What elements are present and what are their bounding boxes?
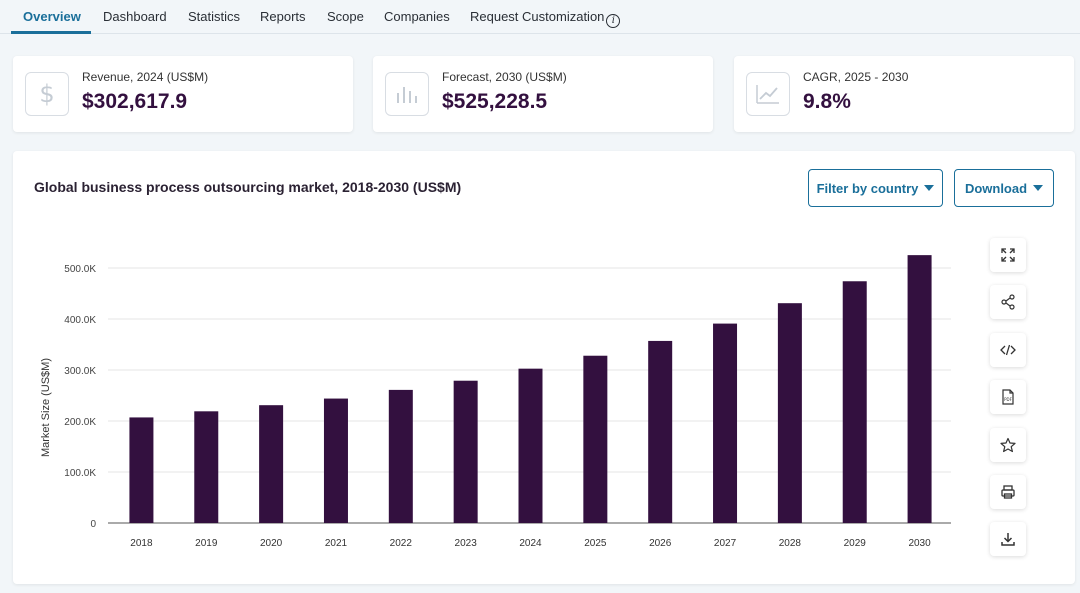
- x-tick-label: 2026: [649, 538, 672, 549]
- y-tick-label: 0: [90, 519, 96, 530]
- info-icon[interactable]: i: [606, 14, 621, 28]
- bar-chart-icon: [385, 72, 429, 116]
- x-tick-label: 2025: [584, 538, 607, 549]
- expand-icon: [1001, 248, 1015, 262]
- cagr-value: 9.8%: [803, 90, 851, 113]
- bar-2025: [583, 355, 608, 523]
- active-tab-indicator: [11, 31, 91, 34]
- pdf-icon: PDF: [1002, 389, 1014, 405]
- tab-statistics[interactable]: Statistics: [188, 9, 241, 24]
- x-tick-label: 2020: [260, 538, 283, 549]
- revenue-value: $302,617.9: [82, 90, 188, 113]
- chevron-down-icon: [1033, 185, 1044, 191]
- tab-overview[interactable]: Overview: [23, 9, 81, 24]
- share-icon: [1001, 294, 1015, 310]
- bar-chart: 0 100.0K 200.0K 300.0K 400.0K 500.0K Market Si…: [40, 255, 951, 549]
- x-tick-label: 2030: [908, 538, 931, 549]
- download-button[interactable]: Download: [954, 169, 1054, 207]
- svg-text:$: $: [39, 80, 54, 108]
- bar-2023: [453, 380, 478, 523]
- forecast-card: Forecast, 2030 (US$M) $525,228.5: [373, 56, 713, 132]
- revenue-card: $ Revenue, 2024 (US$M) $302,617.9: [13, 56, 353, 132]
- print-icon: [1001, 485, 1015, 499]
- x-tick-label: 2028: [779, 538, 802, 549]
- tab-request-customization[interactable]: Request Customization i: [470, 0, 621, 34]
- chart-panel: Global business process outsourcing mark…: [13, 151, 1075, 584]
- bar-2022: [388, 389, 413, 523]
- bar-2021: [323, 398, 348, 523]
- bar-2026: [648, 340, 673, 523]
- y-axis-title: Market Size (US$M): [40, 358, 52, 457]
- chart-title: Global business process outsourcing mark…: [34, 179, 462, 195]
- cagr-card: CAGR, 2025 - 2030 9.8%: [734, 56, 1074, 132]
- chevron-down-icon: [924, 185, 935, 191]
- bar-2018: [129, 417, 154, 523]
- x-tick-label: 2024: [519, 538, 542, 549]
- pdf-button[interactable]: PDF: [990, 380, 1026, 414]
- bar-2030: [907, 255, 932, 523]
- filter-by-country-label: Filter by country: [816, 180, 919, 196]
- x-tick-label: 2023: [455, 538, 478, 549]
- y-tick-label: 300.0K: [64, 366, 96, 377]
- x-tick-label: 2027: [714, 538, 737, 549]
- x-tick-label: 2029: [844, 538, 867, 549]
- y-tick-label: 500.0K: [64, 264, 96, 275]
- tab-reports[interactable]: Reports: [260, 9, 306, 24]
- trend-line-icon: [746, 72, 790, 116]
- y-tick-label: 200.0K: [64, 417, 96, 428]
- y-tick-label: 100.0K: [64, 468, 96, 479]
- download-image-button[interactable]: [990, 522, 1026, 556]
- expand-button[interactable]: [990, 238, 1026, 272]
- nav-tabs: Overview Dashboard Statistics Reports Sc…: [0, 0, 1080, 34]
- bar-2024: [518, 368, 543, 523]
- bar-2029: [842, 281, 867, 523]
- bar-2028: [777, 303, 802, 523]
- filter-by-country-button[interactable]: Filter by country: [808, 169, 943, 207]
- forecast-label: Forecast, 2030 (US$M): [442, 70, 567, 84]
- forecast-value: $525,228.5: [442, 90, 548, 113]
- tab-scope[interactable]: Scope: [327, 9, 364, 24]
- download-label: Download: [964, 180, 1028, 196]
- embed-button[interactable]: [990, 333, 1026, 367]
- x-tick-label: 2021: [325, 538, 348, 549]
- y-tick-label: 400.0K: [64, 315, 96, 326]
- bar-2020: [259, 405, 284, 523]
- bar-2019: [194, 411, 219, 523]
- share-button[interactable]: [990, 285, 1026, 319]
- revenue-label: Revenue, 2024 (US$M): [82, 70, 209, 84]
- dollar-icon: $: [25, 72, 69, 116]
- print-button[interactable]: [990, 475, 1026, 509]
- svg-text:PDF: PDF: [1004, 397, 1012, 402]
- x-tick-label: 2022: [390, 538, 413, 549]
- favorite-button[interactable]: [990, 428, 1026, 462]
- tab-companies[interactable]: Companies: [384, 9, 450, 24]
- cagr-label: CAGR, 2025 - 2030: [803, 70, 909, 84]
- download-icon: [1001, 533, 1015, 546]
- tab-dashboard[interactable]: Dashboard: [103, 9, 167, 24]
- x-tick-label: 2018: [130, 538, 153, 549]
- bar-2027: [713, 323, 738, 523]
- star-icon: [1000, 437, 1016, 453]
- tab-request-customization-label: Request Customization: [470, 9, 605, 24]
- embed-code-icon: [1000, 344, 1016, 356]
- x-tick-label: 2019: [195, 538, 218, 549]
